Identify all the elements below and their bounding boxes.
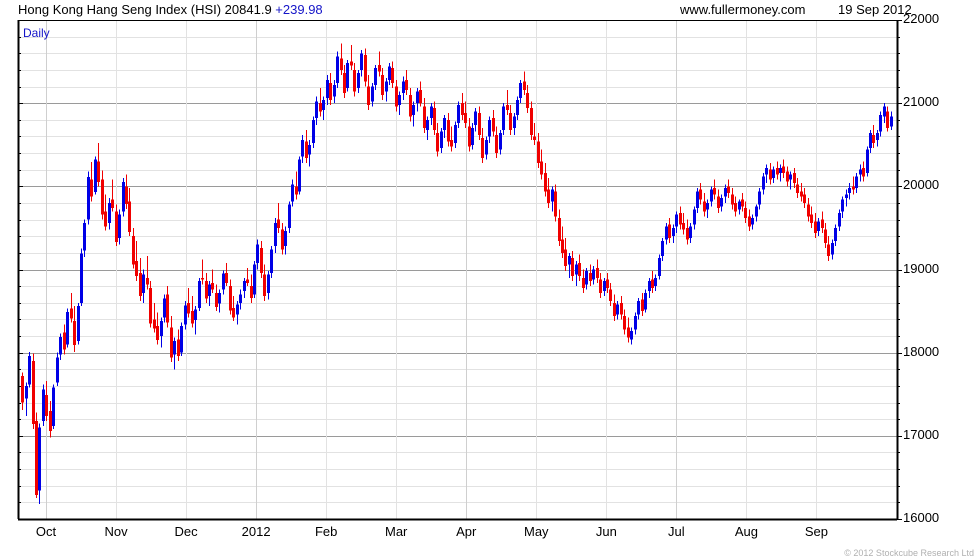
x-axis-tick-label: Nov	[104, 524, 128, 539]
y-axis-tick-label: 22000	[903, 11, 940, 26]
x-axis-tick-label: Feb	[314, 524, 338, 539]
y-axis-tick-label: 16000	[903, 510, 940, 525]
minor-gridlines	[18, 37, 897, 503]
x-axis-tick-label: 2012	[241, 524, 271, 539]
chart-title: Hong Kong Hang Seng Index (HSI) 20841.9 …	[18, 2, 323, 17]
x-axis-tick-label: May	[524, 524, 549, 539]
site-url[interactable]: www.fullermoney.com	[680, 2, 806, 17]
chart-title-text: Hong Kong Hang Seng Index (HSI) 20841.9	[18, 2, 272, 17]
timeframe-label: Daily	[23, 26, 50, 40]
y-axis-tick-label: 18000	[903, 343, 940, 359]
x-axis-tick-label: Dec	[174, 524, 198, 539]
chart-title-change: +239.98	[275, 2, 323, 17]
plot-axes	[17, 20, 899, 521]
x-axis-tick-label: Oct	[35, 524, 57, 539]
candlestick-series	[21, 43, 893, 505]
y-axis-tick-label: 19000	[903, 260, 940, 276]
copyright-notice: © 2012 Stockcube Research Ltd	[844, 548, 974, 558]
quote-date: 19 Sep 2012	[838, 2, 912, 17]
axis-ticks	[18, 20, 902, 520]
major-gridlines	[18, 103, 897, 437]
y-axis-tick-label: 17000	[903, 426, 940, 442]
x-axis-tick-label: Aug	[734, 524, 758, 539]
x-axis-tick-label: Mar	[385, 524, 408, 539]
x-axis-tick-label: Jun	[595, 524, 617, 539]
x-axis-tick-label: Jul	[668, 524, 685, 539]
y-axis-tick-label: 20000	[903, 177, 940, 193]
x-axis-tick-label: Sep	[804, 524, 829, 539]
y-axis-tick-label: 21000	[903, 94, 940, 110]
x-axis-tick-label: Apr	[456, 524, 477, 539]
month-gridlines	[46, 20, 817, 519]
